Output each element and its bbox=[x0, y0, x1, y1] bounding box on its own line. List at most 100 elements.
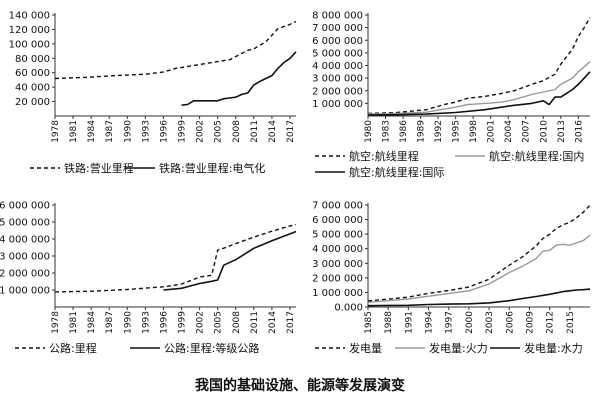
x-tick-label: 1999 bbox=[178, 311, 188, 334]
x-tick-label: 1989 bbox=[417, 120, 427, 143]
x-tick-label: 2010 bbox=[539, 120, 549, 143]
x-tick-label: 1978 bbox=[51, 120, 61, 143]
figure-caption: 我国的基础设施、能源等发展演变 bbox=[195, 377, 405, 394]
series-line bbox=[163, 230, 297, 291]
x-tick-label: 1998 bbox=[469, 120, 479, 143]
x-tick-label: 1993 bbox=[141, 120, 151, 143]
legend-label: 航空:航线里程:国际 bbox=[349, 165, 444, 179]
x-tick-label: 2009 bbox=[525, 311, 535, 334]
legend-label: 发电量:火力 bbox=[429, 341, 488, 355]
y-tick-label: 6 000 000 bbox=[312, 36, 363, 47]
x-tick-label: 2016 bbox=[574, 120, 584, 143]
x-tick-label: 2013 bbox=[557, 120, 567, 143]
series-line bbox=[54, 223, 297, 293]
x-tick-label: 1986 bbox=[399, 120, 409, 143]
x-tick-label: 2002 bbox=[196, 120, 206, 143]
x-tick-label: 1996 bbox=[159, 120, 169, 143]
y-tick-label: 5 000 000 bbox=[312, 48, 363, 59]
x-tick-label: 2002 bbox=[196, 311, 206, 334]
x-tick-label: 1980 bbox=[364, 120, 374, 143]
x-tick-label: 2005 bbox=[214, 120, 224, 143]
y-tick-label: 0.000 bbox=[334, 303, 363, 314]
y-tick-label: 7 000 000 bbox=[312, 201, 363, 212]
series-line bbox=[367, 17, 591, 115]
x-tick-label: 1981 bbox=[69, 120, 79, 143]
x-tick-label: 2006 bbox=[505, 311, 515, 334]
x-tick-label: 1990 bbox=[123, 120, 133, 143]
x-tick-label: 2014 bbox=[268, 311, 278, 334]
legend-label: 公路:里程:等级公路 bbox=[164, 341, 259, 355]
y-tick-label: 140 000 bbox=[9, 11, 50, 22]
x-tick-label: 2007 bbox=[522, 120, 532, 143]
y-tick-label: 80 000 bbox=[15, 54, 50, 65]
y-tick-label: 1 000 000 bbox=[0, 286, 50, 297]
y-tick-label: 6 000 000 bbox=[0, 201, 50, 212]
legend-label: 铁路:营业里程 bbox=[64, 161, 134, 175]
y-tick-label: 3 000 000 bbox=[312, 74, 363, 85]
y-tick-label: 8 000 000 bbox=[312, 11, 363, 22]
x-tick-label: 2011 bbox=[250, 120, 260, 143]
y-tick-label: 60 000 bbox=[15, 68, 50, 79]
x-tick-label: 2014 bbox=[268, 120, 278, 143]
y-tick-label: 2 000 000 bbox=[312, 273, 363, 284]
x-tick-label: 1978 bbox=[51, 311, 61, 334]
y-tick-label: 3 000 000 bbox=[0, 252, 50, 263]
chart-panel-highway: 1 000 000 2 000 000 3 000 000 4 000 000 5 00… bbox=[0, 201, 297, 355]
y-tick-label: 4 000 000 bbox=[312, 61, 363, 72]
y-tick-label: 5 000 000 bbox=[312, 230, 363, 241]
y-tick-label: 1 000 000 bbox=[312, 288, 363, 299]
chart-panel-railway: 20 000 40 000 60 000 80 000 100 000 120 000 14… bbox=[9, 11, 297, 175]
legend-label: 铁路:营业里程:电气化 bbox=[159, 161, 265, 175]
x-tick-label: 1996 bbox=[159, 311, 169, 334]
x-tick-label: 1987 bbox=[105, 120, 115, 143]
x-tick-label: 2001 bbox=[487, 120, 497, 143]
series-line bbox=[367, 288, 591, 307]
x-tick-label: 2000 bbox=[465, 311, 475, 334]
x-tick-label: 1993 bbox=[141, 311, 151, 334]
x-tick-label: 2004 bbox=[504, 120, 514, 143]
x-tick-label: 2017 bbox=[286, 311, 296, 334]
x-tick-label: 2017 bbox=[286, 120, 296, 143]
x-tick-label: 1985 bbox=[364, 311, 374, 334]
y-tick-label: 5 000 000 bbox=[0, 218, 50, 229]
x-tick-label: 1997 bbox=[445, 311, 455, 334]
legend-label: 发电量 bbox=[349, 341, 382, 355]
series-line bbox=[367, 204, 591, 302]
x-tick-label: 1992 bbox=[434, 120, 444, 143]
y-tick-label: 2 000 000 bbox=[0, 269, 50, 280]
series-line bbox=[367, 234, 591, 303]
x-tick-label: 1984 bbox=[87, 120, 97, 143]
y-tick-label: 1 000 000 bbox=[312, 99, 363, 110]
x-tick-label: 2003 bbox=[485, 311, 495, 334]
x-tick-label: 1991 bbox=[404, 311, 414, 334]
y-tick-label: 20 000 bbox=[15, 97, 50, 108]
series-line bbox=[54, 20, 297, 80]
x-tick-label: 1987 bbox=[105, 311, 115, 334]
y-tick-label: 40 000 bbox=[15, 83, 50, 94]
legend-label: 航空:航线里程:国内 bbox=[489, 149, 584, 163]
x-tick-label: 2011 bbox=[250, 311, 260, 334]
y-tick-label: 120 000 bbox=[9, 25, 50, 36]
y-tick-label: 7 000 000 bbox=[312, 23, 363, 34]
x-tick-label: 2008 bbox=[232, 311, 242, 334]
x-tick-label: 1983 bbox=[382, 120, 392, 143]
y-tick-label: 100 000 bbox=[9, 39, 50, 50]
x-tick-label: 1984 bbox=[87, 311, 97, 334]
legend-label: 发电量:水力 bbox=[524, 341, 583, 355]
x-tick-label: 2005 bbox=[214, 311, 224, 334]
y-tick-label: 3 000 000 bbox=[312, 259, 363, 270]
x-tick-label: 2015 bbox=[566, 311, 576, 334]
x-tick-label: 1999 bbox=[178, 120, 188, 143]
x-tick-label: 2012 bbox=[546, 311, 556, 334]
x-tick-label: 1994 bbox=[425, 311, 435, 334]
y-tick-label: 4 000 000 bbox=[0, 235, 50, 246]
y-tick-label: 4 000 000 bbox=[312, 244, 363, 255]
legend-label: 航空:航线里程 bbox=[349, 149, 419, 163]
x-tick-label: 1990 bbox=[123, 311, 133, 334]
y-tick-label: 6 000 000 bbox=[312, 215, 363, 226]
legend-label: 公路:里程 bbox=[49, 342, 97, 355]
x-tick-label: 1995 bbox=[452, 120, 462, 143]
series-line bbox=[367, 71, 591, 116]
